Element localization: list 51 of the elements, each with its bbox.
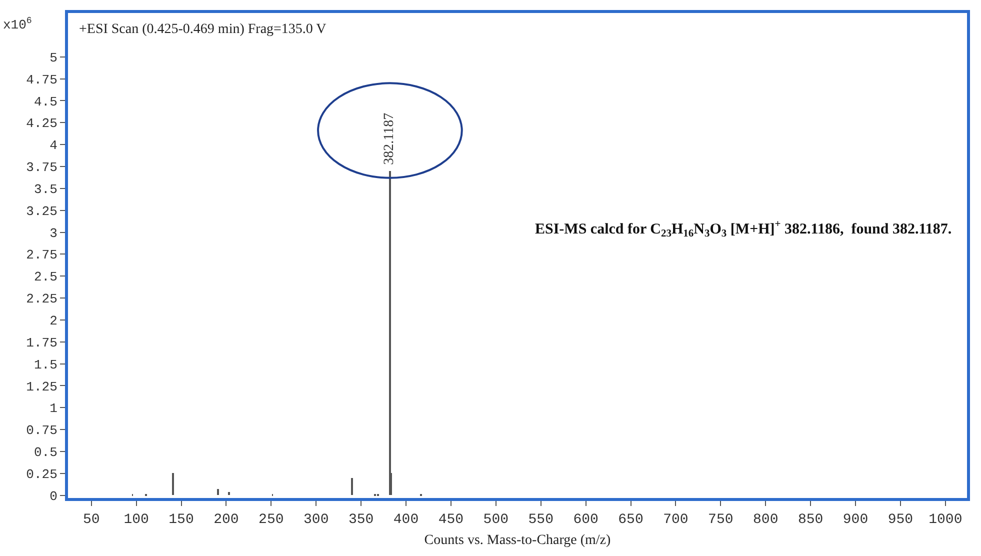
- y-tick-label: 1.5: [34, 357, 58, 372]
- x-tick-label: 300: [304, 512, 329, 528]
- y-tick-label: 3: [50, 226, 58, 241]
- annotation: 382.1187: [382, 112, 398, 165]
- x-tick-label: 650: [618, 512, 644, 528]
- x-tick-label: 500: [483, 512, 509, 528]
- x-tick-label: 850: [798, 512, 824, 528]
- y-tick-label: 5: [50, 50, 58, 66]
- bar: [172, 473, 174, 495]
- text: ESI-MS calcd for C$_{23}$H$_{16}$N$_{3}$O$_{3}$ [M+H]$^{+}$ 382.1186, found 382.1187.: [535, 219, 952, 240]
- y-tick-label: 2: [50, 314, 58, 329]
- text: +ESI Scan (0.425-0.469 min) Frag=135.0 V: [79, 22, 326, 37]
- x-tick-label: 750: [708, 512, 734, 528]
- x-tick-label: 1000: [928, 512, 962, 528]
- y-tick-label: 4.5: [34, 94, 58, 110]
- x-tick-label: 250: [258, 512, 284, 528]
- y-tick-label: 4.75: [26, 72, 58, 88]
- bar: [351, 478, 353, 495]
- x-tick-label: 400: [393, 512, 419, 528]
- y-tick-label: 4: [50, 138, 58, 154]
- bar: [217, 489, 219, 495]
- y-axis-title: x10$^{6}$: [3, 15, 32, 32]
- x-tick-label: 600: [573, 512, 598, 528]
- x-tick-label: 700: [663, 512, 688, 528]
- y-tick-label: 4.25: [26, 116, 58, 132]
- bar: [228, 492, 230, 495]
- y-tick-label: 1.25: [26, 379, 58, 394]
- x-tick-label: 950: [888, 512, 914, 528]
- y-tick-label: 0.25: [26, 466, 58, 482]
- y-tick-label: 1.75: [26, 335, 58, 350]
- y-tick-label: 2.75: [26, 248, 58, 263]
- y-tick-label: 2.25: [26, 292, 58, 307]
- y-tick-label: 3.25: [26, 204, 58, 219]
- x-tick-label: 150: [168, 512, 194, 528]
- bar: [389, 171, 391, 495]
- x-tick-label: 450: [438, 512, 464, 528]
- y-tick-label: 0.5: [34, 445, 58, 460]
- x-tick-label: 550: [528, 512, 554, 528]
- x-tick-label: 200: [214, 512, 239, 528]
- x-axis-title: Counts vs. Mass-to-Charge (m/z): [424, 533, 612, 548]
- y-tick-label: 3.75: [26, 160, 58, 176]
- y-tick-label: 3.5: [34, 182, 58, 197]
- y-tick-label: 1: [50, 401, 58, 416]
- y-tick-label: 0: [50, 488, 58, 504]
- y-tick-label: 2.5: [34, 270, 58, 285]
- x-tick-label: 50: [82, 512, 100, 528]
- x-tick-label: 100: [124, 512, 149, 528]
- x-tick-label: 900: [842, 512, 868, 528]
- x-tick-label: 800: [753, 512, 778, 528]
- y-tick-label: 0.75: [26, 423, 58, 438]
- x-tick-label: 350: [348, 512, 374, 528]
